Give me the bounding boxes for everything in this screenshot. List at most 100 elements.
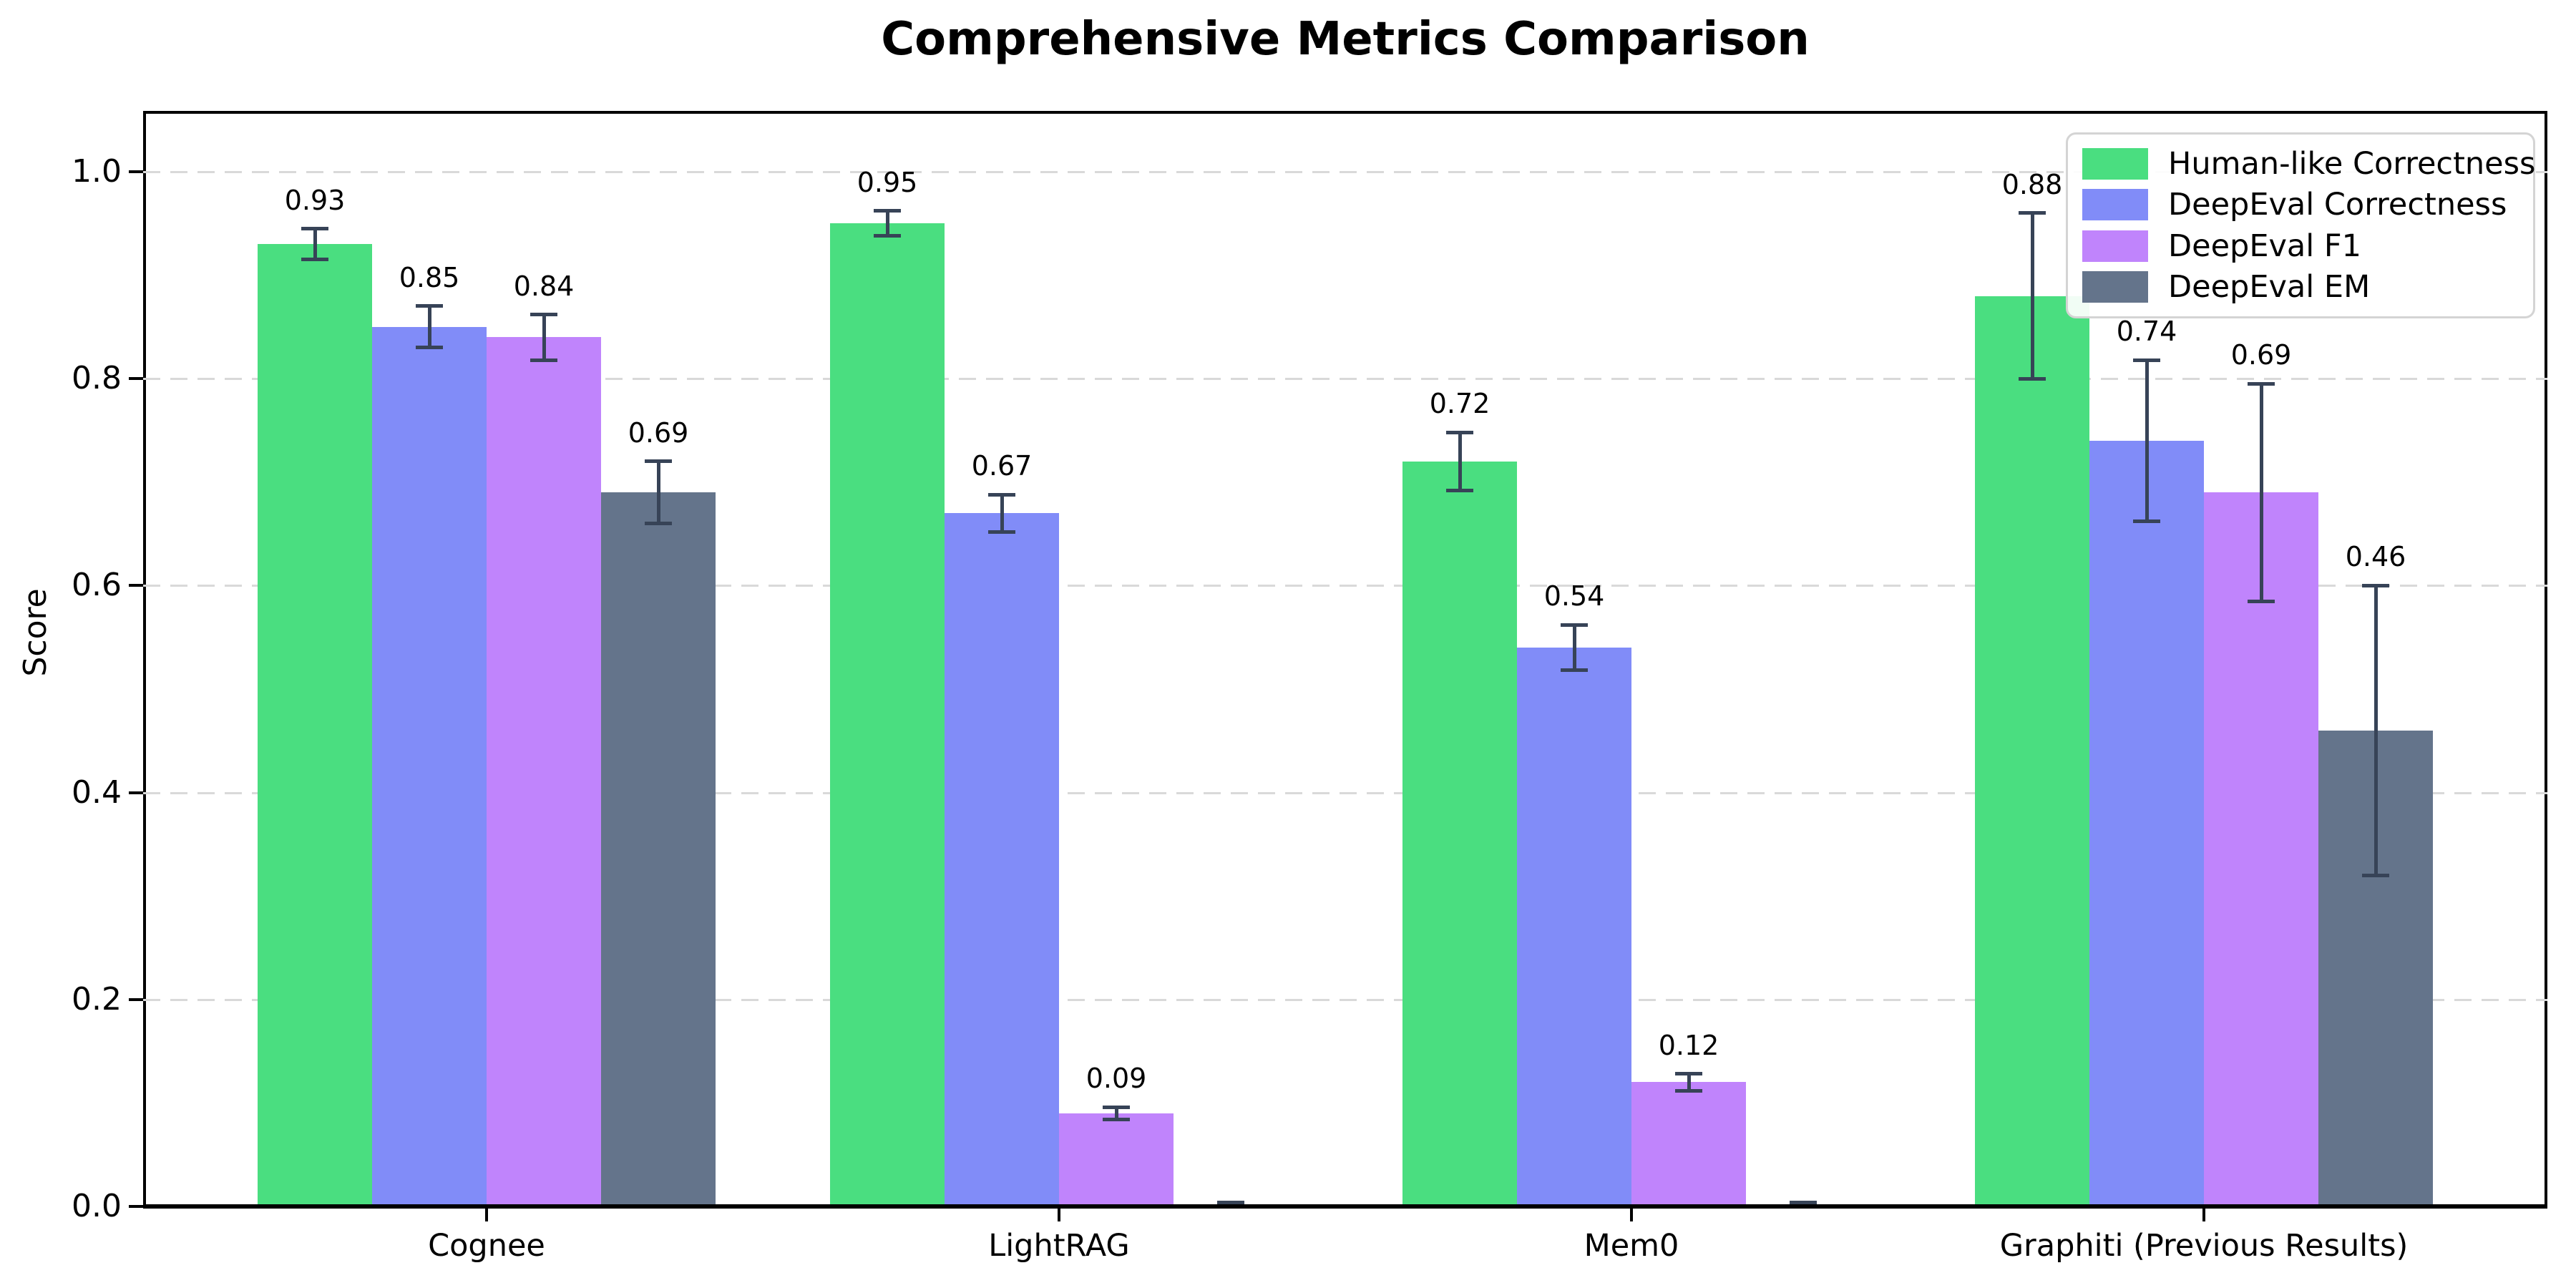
value-label-graphiti-previous-results-deepeval-correctness: 0.74 (2116, 316, 2177, 348)
bar-graphiti-previous-results-deepeval-correctness (2089, 440, 2204, 1206)
error-bar-graphiti-previous-results-deepeval-f1 (2259, 384, 2263, 602)
legend-label-deepeval-f1: DeepEval F1 (2168, 228, 2361, 264)
value-label-cognee-deepeval-em: 0.69 (628, 416, 689, 449)
error-bar-cognee-deepeval-f1 (542, 314, 546, 361)
gridline-y-0.4 (143, 791, 2547, 794)
y-tick-label-0.2: 0.2 (72, 980, 122, 1018)
error-cap-top-cognee-deepeval-correctness (416, 304, 443, 308)
legend-item-deepeval-correctness: DeepEval Correctness (2082, 187, 2519, 223)
value-label-graphiti-previous-results-deepeval-f1: 0.69 (2230, 339, 2292, 371)
bar-cognee-deepeval-correctness (372, 326, 487, 1206)
legend-swatch-deepeval-correctness (2082, 189, 2148, 221)
value-label-graphiti-previous-results-deepeval-em: 0.46 (2345, 541, 2406, 573)
error-cap-top-mem0-deepeval-em (1790, 1200, 1817, 1204)
y-tick-0.2 (129, 997, 143, 1001)
x-tick-label-graphiti-previous-results: Graphiti (Previous Results) (1999, 1228, 2409, 1264)
x-axis-baseline (143, 1204, 2547, 1209)
error-cap-top-mem0-human-like-correctness (1446, 430, 1473, 434)
x-tick-label-cognee: Cognee (428, 1228, 545, 1264)
bar-lightrag-human-like-correctness (830, 223, 945, 1206)
error-cap-bottom-cognee-deepeval-correctness (416, 346, 443, 350)
y-tick-label-1: 1.0 (72, 153, 122, 190)
error-bar-lightrag-deepeval-correctness (1000, 494, 1004, 532)
gridline-y-0.6 (143, 585, 2547, 587)
error-cap-top-graphiti-previous-results-deepeval-f1 (2248, 381, 2275, 386)
y-tick-label-0.8: 0.8 (72, 360, 122, 397)
error-bar-lightrag-human-like-correctness (885, 210, 889, 236)
error-cap-top-graphiti-previous-results-deepeval-em (2362, 583, 2389, 587)
y-tick-label-0: 0.0 (72, 1188, 122, 1224)
error-bar-mem0-deepeval-correctness (1572, 625, 1576, 670)
x-tick-lightrag (1058, 1209, 1060, 1221)
gridline-y-0.2 (143, 998, 2547, 1001)
value-label-cognee-human-like-correctness: 0.93 (284, 184, 346, 216)
error-bar-cognee-human-like-correctness (313, 228, 317, 260)
y-tick-label-0.4: 0.4 (72, 774, 122, 811)
x-tick-graphiti-previous-results (2202, 1209, 2205, 1221)
bar-cognee-deepeval-em (601, 492, 716, 1206)
legend-item-deepeval-f1: DeepEval F1 (2082, 228, 2519, 264)
y-tick-0.4 (129, 791, 143, 794)
chart-title: Comprehensive Metrics Comparison (881, 13, 1810, 66)
gridline-y-1 (143, 171, 2547, 173)
error-bar-mem0-human-like-correctness (1458, 432, 1462, 491)
error-bar-graphiti-previous-results-deepeval-em (2373, 585, 2378, 876)
error-cap-bottom-lightrag-deepeval-correctness (988, 530, 1015, 534)
error-cap-top-graphiti-previous-results-human-like-correctness (2019, 211, 2046, 215)
error-cap-bottom-lightrag-human-like-correctness (874, 234, 901, 238)
error-bar-graphiti-previous-results-human-like-correctness (2030, 213, 2034, 379)
legend-swatch-deepeval-f1 (2082, 230, 2148, 262)
error-cap-bottom-cognee-deepeval-em (645, 522, 672, 526)
error-bar-cognee-deepeval-correctness (427, 306, 431, 348)
value-label-mem0-deepeval-correctness: 0.54 (1543, 580, 1605, 613)
error-cap-bottom-cognee-human-like-correctness (301, 258, 328, 262)
bar-cognee-deepeval-f1 (487, 337, 601, 1206)
error-bar-cognee-deepeval-em (656, 461, 660, 524)
bar-mem0-deepeval-f1 (1631, 1082, 1746, 1206)
y-tick-0.8 (129, 377, 143, 381)
bar-graphiti-previous-results-deepeval-f1 (2204, 492, 2318, 1206)
error-cap-bottom-graphiti-previous-results-deepeval-correctness (2133, 519, 2160, 524)
error-cap-bottom-mem0-deepeval-correctness (1561, 668, 1588, 673)
value-label-lightrag-human-like-correctness: 0.95 (857, 166, 918, 198)
value-label-cognee-deepeval-correctness: 0.85 (399, 261, 460, 293)
error-cap-top-mem0-deepeval-correctness (1561, 623, 1588, 627)
bar-lightrag-deepeval-f1 (1059, 1113, 1174, 1206)
error-cap-bottom-graphiti-previous-results-deepeval-f1 (2248, 599, 2275, 603)
legend-label-deepeval-em: DeepEval EM (2168, 269, 2371, 306)
x-tick-cognee (485, 1209, 488, 1221)
error-cap-top-lightrag-deepeval-f1 (1103, 1105, 1130, 1109)
error-cap-top-cognee-human-like-correctness (301, 227, 328, 231)
bar-lightrag-deepeval-correctness (945, 513, 1059, 1206)
error-cap-top-lightrag-deepeval-correctness (988, 492, 1015, 497)
error-cap-top-mem0-deepeval-f1 (1675, 1072, 1702, 1076)
x-tick-label-mem0: Mem0 (1584, 1228, 1679, 1264)
x-tick-label-lightrag: LightRAG (988, 1228, 1130, 1264)
value-label-mem0-deepeval-f1: 0.12 (1658, 1029, 1719, 1061)
error-cap-bottom-mem0-deepeval-f1 (1675, 1088, 1702, 1093)
legend: Human-like Correctness DeepEval Correctne… (2066, 132, 2535, 318)
error-cap-top-cognee-deepeval-em (645, 459, 672, 464)
error-cap-bottom-mem0-human-like-correctness (1446, 488, 1473, 492)
gridline-y-0.8 (143, 378, 2547, 381)
legend-item-deepeval-em: DeepEval EM (2082, 269, 2519, 305)
y-tick-label-0.6: 0.6 (72, 567, 122, 604)
legend-swatch-deepeval-em (2082, 271, 2148, 303)
y-tick-1 (129, 170, 143, 173)
x-tick-mem0 (1630, 1209, 1633, 1221)
error-cap-bottom-graphiti-previous-results-human-like-correctness (2019, 376, 2046, 381)
value-label-mem0-human-like-correctness: 0.72 (1429, 388, 1491, 420)
y-tick-0 (129, 1205, 143, 1208)
value-label-lightrag-deepeval-correctness: 0.67 (971, 450, 1033, 482)
bar-cognee-human-like-correctness (258, 244, 372, 1206)
bar-graphiti-previous-results-human-like-correctness (1975, 296, 2089, 1206)
error-cap-bottom-graphiti-previous-results-deepeval-em (2362, 873, 2389, 877)
value-label-cognee-deepeval-f1: 0.84 (513, 270, 575, 302)
legend-label-deepeval-correctness: DeepEval Correctness (2168, 187, 2507, 223)
error-cap-top-lightrag-human-like-correctness (874, 209, 901, 213)
bar-mem0-human-like-correctness (1402, 461, 1517, 1206)
error-cap-top-cognee-deepeval-f1 (530, 313, 557, 317)
top-spine (143, 111, 2547, 114)
error-cap-bottom-cognee-deepeval-f1 (530, 358, 557, 362)
